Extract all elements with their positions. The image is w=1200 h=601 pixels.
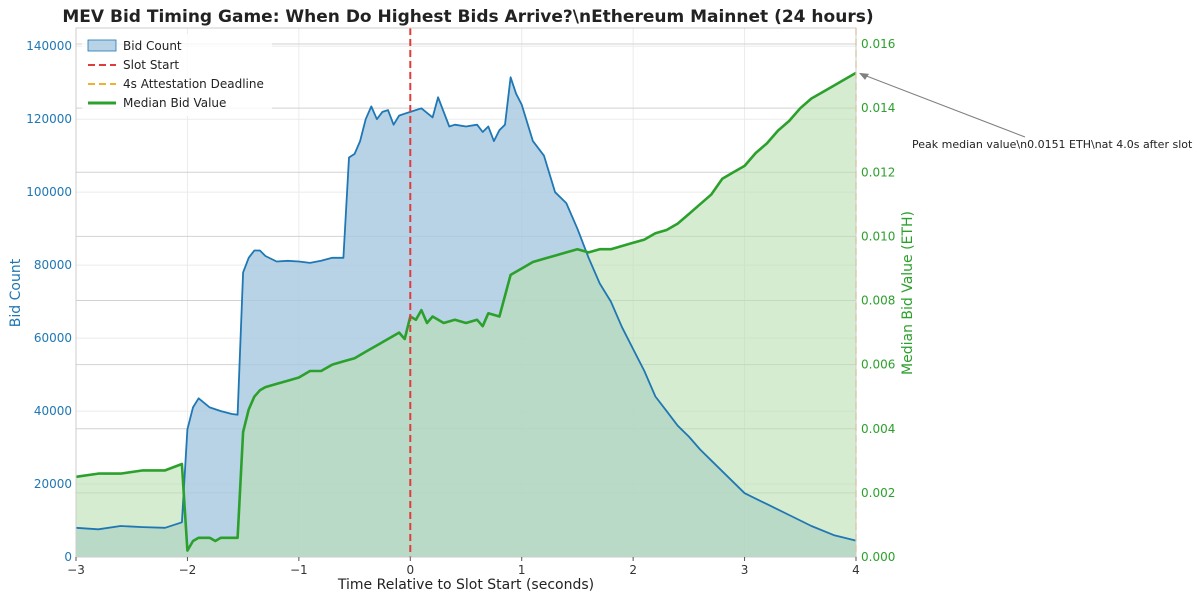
left-tick-label: 20000 <box>34 477 72 491</box>
x-tick-label: 1 <box>518 563 526 577</box>
right-tick-label: 0.000 <box>861 550 895 564</box>
legend-label: Bid Count <box>123 39 182 53</box>
annotation-arrowhead <box>859 72 869 80</box>
left-tick-label: 120000 <box>26 112 72 126</box>
series-lines <box>75 71 857 552</box>
right-tick-label: 0.004 <box>861 422 895 436</box>
left-tick-label: 100000 <box>26 185 72 199</box>
right-tick-label: 0.014 <box>861 101 895 115</box>
peak-annotation: Peak median value\n0.0151 ETH\nat 4.0s a… <box>859 72 1193 151</box>
right-axis-label: Median Bid Value (ETH) <box>900 211 916 375</box>
right-tick-label: 0.002 <box>861 486 895 500</box>
x-tick-label: −3 <box>67 563 85 577</box>
legend-label: Median Bid Value <box>123 96 226 110</box>
x-tick-label: −1 <box>290 563 308 577</box>
x-tick-label: 3 <box>741 563 749 577</box>
right-tick-label: 0.012 <box>861 165 895 179</box>
legend-swatch-bid-count <box>87 39 117 52</box>
annotation-arrow <box>860 73 1026 138</box>
x-tick-label: 0 <box>406 563 414 577</box>
legend: Bid Count Slot Start 4s Attestation Deadli… <box>82 34 272 116</box>
x-axis-label: Time Relative to Slot Start (seconds) <box>337 577 594 593</box>
x-tick-label: −2 <box>179 563 197 577</box>
right-axis-ticks: 0.000 0.002 0.004 0.006 0.008 0.010 0.012 0.014… <box>861 37 895 564</box>
left-tick-label: 140000 <box>26 39 72 53</box>
legend-label: 4s Attestation Deadline <box>123 77 264 91</box>
left-tick-label: 0 <box>64 550 72 564</box>
left-tick-label: 40000 <box>34 404 72 418</box>
left-axis-ticks: 0 20000 40000 60000 80000 100000 120000 140000 <box>26 39 72 564</box>
median-bid-value-line <box>75 71 857 552</box>
right-tick-label: 0.008 <box>861 294 895 308</box>
left-axis-label: Bid Count <box>8 258 24 327</box>
x-tick-label: 4 <box>852 563 860 577</box>
right-tick-label: 0.010 <box>861 229 895 243</box>
chart-title: MEV Bid Timing Game: When Do Highest Bid… <box>62 7 873 27</box>
right-tick-label: 0.006 <box>861 358 895 372</box>
x-tick-label: 2 <box>629 563 637 577</box>
left-tick-label: 80000 <box>34 258 72 272</box>
series-areas <box>76 72 856 558</box>
plot-frame <box>75 27 857 558</box>
annotation-text: Peak median value\n0.0151 ETH\nat 4.0s a… <box>912 138 1193 151</box>
median-bid-value-area <box>76 72 856 558</box>
x-axis-ticks: −3 −2 −1 0 1 2 3 4 <box>67 557 860 577</box>
bid-count-line <box>75 76 857 542</box>
left-tick-label: 60000 <box>34 331 72 345</box>
legend-label: Slot Start <box>123 58 179 72</box>
right-tick-label: 0.016 <box>861 37 895 51</box>
